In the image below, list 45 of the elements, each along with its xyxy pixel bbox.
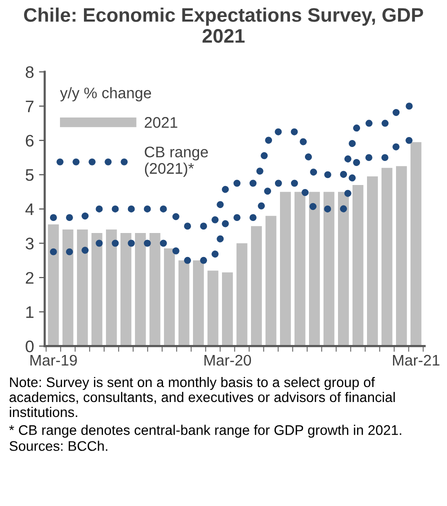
y-tick-label: 1 <box>26 306 34 318</box>
chart-title: Chile: Economic Expectations Survey, GDP 2021 <box>24 8 424 43</box>
legend-title: y/y % change <box>60 87 152 102</box>
y-tick-label: 7 <box>26 100 34 112</box>
y-tick-label: 4 <box>25 204 34 216</box>
y-tick-label: 2 <box>26 272 34 284</box>
bar <box>367 176 378 346</box>
x-tick-label: Mar-21 <box>393 354 440 366</box>
bar <box>207 270 218 346</box>
source-note: Sources: BCCh. <box>10 440 108 451</box>
bar <box>48 224 59 346</box>
bar <box>324 192 334 346</box>
legend-label: 2021 <box>144 117 178 128</box>
bar <box>192 260 204 346</box>
bar <box>76 230 88 346</box>
y-tick-label: 3 <box>26 238 34 250</box>
x-tick-label: Mar-19 <box>30 354 77 366</box>
y-tick-label: 0 <box>26 340 34 352</box>
bar <box>120 232 132 346</box>
bar <box>222 272 233 346</box>
bar <box>149 232 160 346</box>
bar <box>294 192 306 346</box>
bar <box>62 230 74 346</box>
bar <box>280 192 291 346</box>
bar <box>250 226 262 346</box>
legend-label: CB range (2021)* <box>144 146 208 177</box>
text: * CB range denotes central-bank range for GDP growth in 2021. <box>9 424 402 438</box>
text: Note: Survey is sent on a monthly basis to a select group of academics, consultants, and executives or advisors of financial institutions. <box>10 376 395 418</box>
bar <box>308 192 320 346</box>
bar <box>164 248 175 346</box>
bar <box>396 166 407 346</box>
bar <box>134 232 146 346</box>
y-tick-label: 6 <box>26 134 34 147</box>
bar <box>106 230 117 346</box>
bar <box>178 260 190 346</box>
bar <box>352 184 364 346</box>
y-tick-label: 5 <box>26 169 34 181</box>
bar <box>265 216 276 346</box>
bar <box>338 192 349 346</box>
bar <box>382 168 392 346</box>
bar <box>236 243 248 346</box>
x-tick-label: Mar-20 <box>204 354 252 366</box>
y-tick-label: 8 <box>26 66 34 78</box>
bar <box>410 142 422 346</box>
bar <box>91 232 102 346</box>
